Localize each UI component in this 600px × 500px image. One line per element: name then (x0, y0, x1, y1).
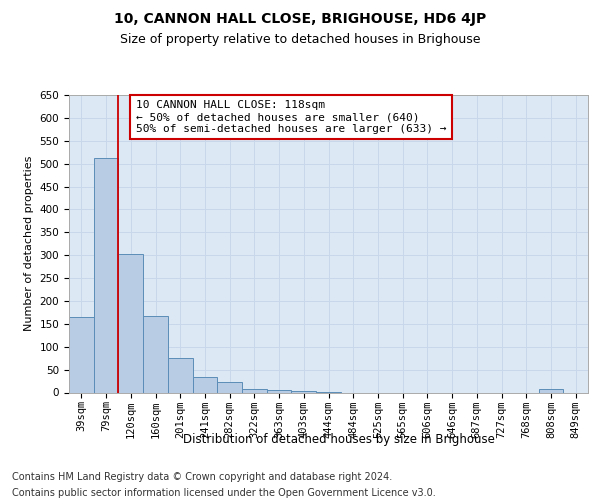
Bar (242, 390, 267, 392)
Bar (168, 358, 193, 392)
Bar (94, 158, 118, 392)
Text: Size of property relative to detached houses in Brighouse: Size of property relative to detached ho… (120, 32, 480, 46)
Bar (292, 390, 316, 392)
Bar (69, 317, 94, 392)
Text: 10 CANNON HALL CLOSE: 118sqm
← 50% of detached houses are smaller (640)
50% of s: 10 CANNON HALL CLOSE: 118sqm ← 50% of de… (136, 100, 446, 134)
Bar (539, 390, 563, 392)
Bar (193, 378, 217, 392)
Text: Contains HM Land Registry data © Crown copyright and database right 2024.: Contains HM Land Registry data © Crown c… (12, 472, 392, 482)
Bar (217, 382, 242, 392)
Bar (118, 254, 143, 392)
Text: Contains public sector information licensed under the Open Government Licence v3: Contains public sector information licen… (12, 488, 436, 498)
Bar (143, 316, 168, 392)
Text: Distribution of detached houses by size in Brighouse: Distribution of detached houses by size … (183, 432, 495, 446)
Bar (267, 390, 292, 392)
Text: 10, CANNON HALL CLOSE, BRIGHOUSE, HD6 4JP: 10, CANNON HALL CLOSE, BRIGHOUSE, HD6 4J… (114, 12, 486, 26)
Y-axis label: Number of detached properties: Number of detached properties (24, 156, 34, 332)
